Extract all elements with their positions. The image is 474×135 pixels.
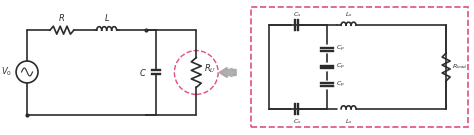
Text: $V_0$: $V_0$: [1, 66, 12, 78]
Text: $C_s$: $C_s$: [292, 10, 301, 19]
Text: $C_s$: $C_s$: [292, 117, 301, 126]
Text: $'$: $'$: [212, 67, 216, 72]
Text: $L_s$: $L_s$: [345, 10, 352, 19]
Text: $R_{load}$: $R_{load}$: [452, 63, 468, 71]
Text: $R$: $R$: [58, 12, 65, 23]
Text: $C_p$: $C_p$: [336, 80, 345, 90]
Text: $L_s$: $L_s$: [345, 117, 352, 126]
Text: $C_p$: $C_p$: [336, 62, 345, 72]
Text: $C_p$: $C_p$: [336, 44, 345, 54]
Text: $C$: $C$: [139, 67, 146, 78]
FancyArrow shape: [219, 68, 236, 77]
Text: $R_L$: $R_L$: [204, 62, 215, 75]
Text: $L$: $L$: [104, 12, 110, 23]
